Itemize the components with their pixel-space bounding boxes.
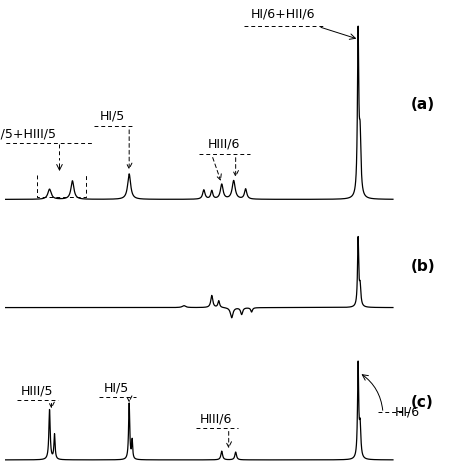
Text: HI/6+HII/6: HI/6+HII/6 (251, 8, 316, 21)
Text: (b): (b) (411, 259, 436, 274)
Text: HIII/6: HIII/6 (200, 412, 232, 426)
Text: HIII/5: HIII/5 (20, 384, 53, 398)
Text: HI/6: HI/6 (395, 405, 420, 418)
Text: HII/5+HIII/5: HII/5+HIII/5 (0, 127, 57, 140)
Text: HIII/6: HIII/6 (208, 138, 240, 151)
Text: HI/5: HI/5 (100, 110, 125, 123)
Text: (c): (c) (411, 395, 434, 410)
Text: (a): (a) (411, 97, 435, 112)
Text: HI/5: HI/5 (104, 382, 129, 394)
